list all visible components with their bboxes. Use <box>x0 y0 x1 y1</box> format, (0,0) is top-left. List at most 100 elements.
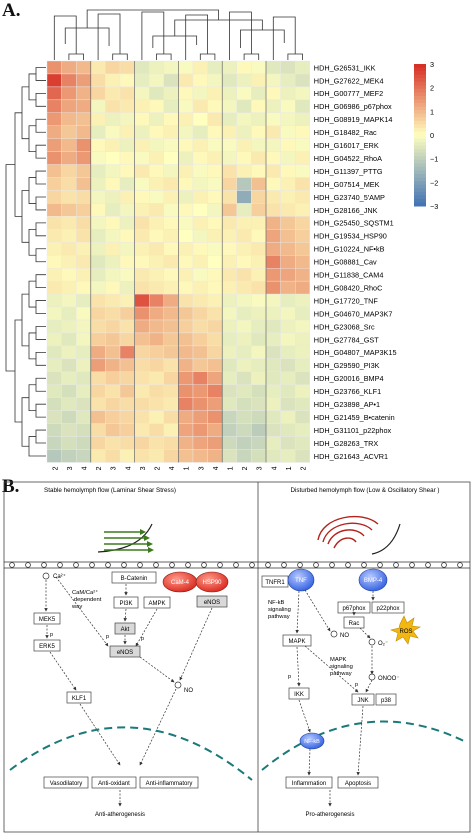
heatmap-cell <box>46 293 62 308</box>
heatmap-cell <box>251 306 267 321</box>
heatmap-cell <box>134 371 150 385</box>
heatmap-cell <box>192 371 208 385</box>
heatmap-cell <box>295 358 311 373</box>
heatmap-cell <box>75 112 91 126</box>
heatmap-cell <box>265 384 281 398</box>
nfkb-note-1: NF-kB <box>268 600 285 606</box>
heatmap-cell <box>207 319 223 334</box>
heatmap-cell <box>148 255 164 269</box>
heatmap-cell <box>280 242 296 256</box>
heatmap-cell <box>178 293 194 308</box>
p-label-right-2: p <box>355 682 358 688</box>
heatmap-cell <box>236 242 252 256</box>
heatmap-cell <box>295 280 311 295</box>
heatmap-cell <box>236 410 252 424</box>
row-label: HDH_G08420_RhoC <box>314 283 383 292</box>
heatmap-cell <box>178 384 194 398</box>
no-icon-right <box>330 630 338 638</box>
membrane-bead <box>41 562 47 568</box>
heatmap-cell <box>119 280 135 295</box>
left-arrows <box>44 576 213 766</box>
heatmap-cell <box>192 358 208 373</box>
heatmap-cell <box>251 216 267 230</box>
heatmap-cell <box>46 449 62 463</box>
membrane-bead <box>265 562 271 568</box>
heatmap-cell <box>119 203 135 217</box>
heatmap-cell <box>105 293 121 308</box>
heatmap-cell <box>221 449 237 463</box>
heatmap-cell <box>221 371 237 385</box>
akt-label: Akt <box>121 627 130 633</box>
mapk-note-2: signaling <box>330 664 353 670</box>
heatmap-cell <box>119 371 135 385</box>
heatmap-cell <box>295 138 311 152</box>
panel-b-label: B. <box>2 476 20 497</box>
column-label: D3_3 <box>255 466 264 470</box>
heatmap-cell <box>192 436 208 450</box>
heatmap-cell <box>192 306 208 321</box>
legend-swatch <box>414 106 426 111</box>
heatmap-cell <box>163 280 179 295</box>
column-label: D3_1 <box>226 466 235 470</box>
legend-swatch <box>414 81 426 86</box>
heatmap-cell <box>75 229 91 243</box>
heatmap-cell <box>236 138 252 152</box>
heatmap-cell <box>148 60 164 75</box>
legend-tick-label: −3 <box>430 202 438 211</box>
heatmap-cell <box>105 436 121 450</box>
membrane-bead <box>185 562 191 568</box>
heatmap-cell <box>105 242 121 256</box>
heatmap-cell <box>119 268 135 282</box>
membrane-bead <box>329 562 335 568</box>
legend-swatch <box>414 191 426 196</box>
legend-swatch <box>414 103 426 108</box>
legend-tick-label: 0 <box>430 131 434 140</box>
heatmap-cell <box>221 293 237 308</box>
heatmap-cell <box>251 73 267 88</box>
row-label: HDH_G20016_BMP4 <box>314 374 384 383</box>
heatmap-cell <box>207 423 223 437</box>
heatmap-cell <box>265 397 281 411</box>
heatmap-cell <box>178 410 194 424</box>
heatmap-cell <box>46 73 62 88</box>
heatmap-cell <box>265 99 281 113</box>
heatmap-cell <box>134 99 150 113</box>
heatmap-cell <box>236 423 252 437</box>
column-label: CDD3 <box>138 466 147 470</box>
heatmap-cell <box>90 99 106 113</box>
heatmap-cell <box>178 371 194 385</box>
heatmap-cell <box>75 164 91 178</box>
heatmap-cell <box>119 229 135 243</box>
heatmap-cell <box>61 345 77 360</box>
heatmap-cell <box>178 99 194 113</box>
legend-swatch <box>414 142 426 147</box>
legend-swatch <box>414 135 426 140</box>
heatmap-cell <box>90 384 106 398</box>
membrane-bead <box>121 562 127 568</box>
heatmap-cell <box>148 151 164 165</box>
heatmap-cell <box>46 332 62 347</box>
heatmap-cell <box>280 332 296 347</box>
heatmap-cell <box>280 436 296 450</box>
heatmap-cell <box>251 449 267 463</box>
heatmap-cell <box>251 410 267 424</box>
heatmap-cell <box>251 371 267 385</box>
heatmap-cell <box>295 190 311 204</box>
heatmap-cell <box>236 384 252 398</box>
column-label: F24_2 <box>94 466 103 470</box>
heatmap-cell <box>192 397 208 411</box>
heatmap-cell <box>265 216 281 230</box>
heatmap-cell <box>61 151 77 165</box>
heatmap-cell <box>148 216 164 230</box>
row-label: HDH_G23068_Src <box>314 322 375 331</box>
legend-swatch <box>414 170 426 175</box>
heatmap-cell <box>207 99 223 113</box>
heatmap-cell <box>61 358 77 373</box>
heatmap-cell <box>46 255 62 269</box>
heatmap-cell <box>134 190 150 204</box>
mapk-box <box>282 634 312 647</box>
heatmap-cell <box>207 371 223 385</box>
heatmap-cell <box>265 423 281 437</box>
legend-swatch <box>414 177 426 182</box>
tnfr1-label: TNFR1 <box>265 580 285 586</box>
